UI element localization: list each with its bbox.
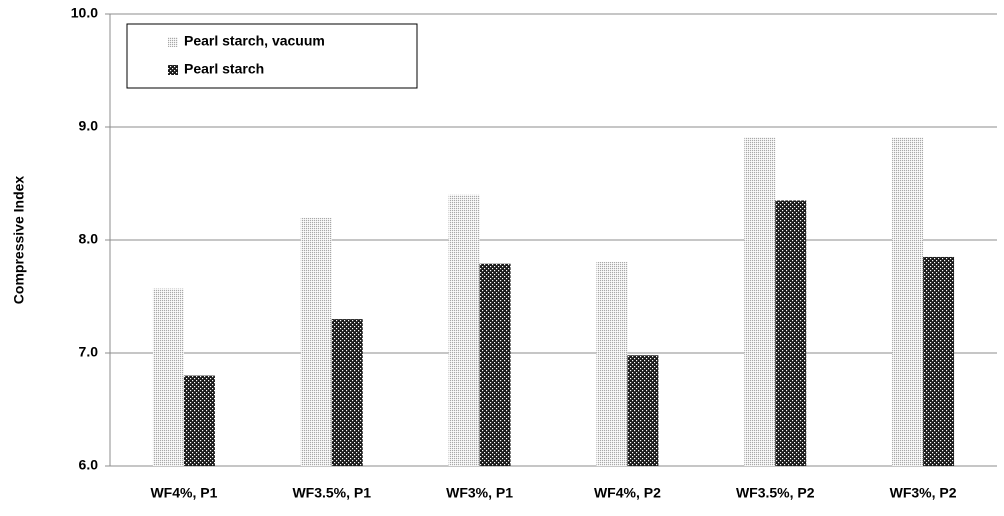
legend-label: Pearl starch, vacuum xyxy=(184,33,325,49)
y-tick-label: 7.0 xyxy=(79,344,99,360)
legend-swatch xyxy=(168,37,178,47)
legend-label: Pearl starch xyxy=(184,61,264,77)
legend-box xyxy=(126,23,418,89)
bar xyxy=(596,261,628,466)
bar xyxy=(479,263,511,466)
y-axis-label: Compressive Index xyxy=(11,176,27,305)
x-tick-label: WF4%, P1 xyxy=(150,485,217,501)
x-tick-label: WF3%, P1 xyxy=(446,485,513,501)
y-tick-label: 10.0 xyxy=(71,5,98,21)
bar xyxy=(627,355,659,466)
bar xyxy=(183,375,215,466)
y-tick-label: 6.0 xyxy=(79,457,99,473)
x-tick-label: WF3%, P2 xyxy=(890,485,957,501)
x-tick-label: WF3.5%, P2 xyxy=(736,485,815,501)
bar xyxy=(923,256,955,466)
x-tick-label: WF3.5%, P1 xyxy=(292,485,371,501)
bar xyxy=(892,137,924,467)
x-tick-label: WF4%, P2 xyxy=(594,485,661,501)
y-tick-label: 9.0 xyxy=(79,118,99,134)
bar xyxy=(331,319,363,466)
bar xyxy=(744,137,776,467)
bar xyxy=(775,200,807,466)
bar xyxy=(300,217,332,466)
bar xyxy=(448,194,480,467)
bar xyxy=(152,288,184,466)
y-tick-label: 8.0 xyxy=(79,231,99,247)
legend-swatch xyxy=(168,65,178,75)
